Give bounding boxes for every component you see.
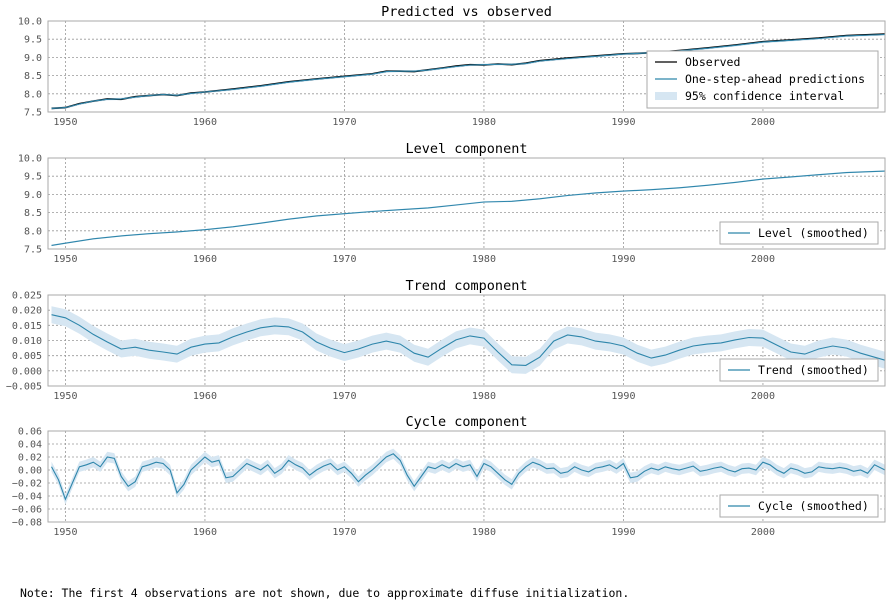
panel-3: −0.005 0.000 0.005 0.010 0.015 0.020 0.025 1950… [6, 278, 886, 402]
y-tick-label: 0.010 [12, 336, 42, 347]
x-tick-label: 1990 [611, 254, 635, 265]
x-tick-label: 1950 [53, 527, 77, 538]
x-tick-label: 1970 [332, 117, 356, 128]
y-tick-label: 7.5 [24, 108, 42, 119]
series-line-1 [51, 453, 886, 501]
y-tick-label: −0.04 [12, 492, 42, 503]
confidence-band [51, 306, 885, 374]
legend-box [719, 494, 879, 518]
y-tick-label: 0.04 [18, 440, 42, 451]
y-tick-label: 8.5 [24, 71, 42, 82]
y-tick-label: 9.0 [24, 190, 42, 201]
legend: Observed One-step-ahead predictions 95% co… [646, 50, 879, 109]
x-tick-label: 2000 [751, 391, 775, 402]
chart-title: Level component [406, 141, 528, 157]
axes-frame [47, 294, 886, 387]
y-tick-label: 0.015 [12, 321, 42, 332]
x-tick-label: 1980 [472, 527, 496, 538]
chart-title: Trend component [406, 278, 528, 294]
panel-4: −0.08 −0.06 −0.04 −0.02 0.00 0.02 0.04 0.06 1950… [12, 414, 886, 538]
y-tick-label: 8.5 [24, 208, 42, 219]
legend: Trend (smoothed) [719, 358, 879, 382]
y-tick-label: 10.0 [18, 154, 42, 165]
x-tick-label: 1960 [193, 527, 217, 538]
y-tick-label: 9.0 [24, 53, 42, 64]
y-tick-label: 0.02 [18, 453, 42, 464]
x-tick-label: 2000 [751, 117, 775, 128]
y-tick-label: −0.02 [12, 479, 42, 490]
legend-entry: Trend (smoothed) [758, 363, 869, 377]
x-tick-label: 1970 [332, 254, 356, 265]
legend: Cycle (smoothed) [719, 494, 879, 518]
x-tick-label: 1990 [611, 117, 635, 128]
x-tick-label: 1950 [53, 254, 77, 265]
legend-box [646, 50, 879, 109]
y-tick-label: 7.5 [24, 245, 42, 256]
y-tick-label: 0.005 [12, 351, 42, 362]
x-tick-label: 1960 [193, 117, 217, 128]
y-tick-label: 0.06 [18, 427, 42, 438]
x-tick-label: 1990 [611, 527, 635, 538]
y-tick-label: 9.5 [24, 172, 42, 183]
x-tick-label: 1970 [332, 527, 356, 538]
series-line-1 [51, 314, 886, 366]
chart-title: Cycle component [406, 414, 528, 430]
axes-frame [47, 157, 886, 250]
y-tick-label: 8.0 [24, 226, 42, 237]
x-tick-label: 1970 [332, 391, 356, 402]
axes-frame [47, 20, 886, 113]
chart-title: Predicted vs observed [381, 4, 552, 20]
x-tick-label: 1960 [193, 254, 217, 265]
y-tick-label: 0.020 [12, 306, 42, 317]
series-line-1 [51, 170, 886, 246]
axes-frame [47, 430, 886, 523]
x-tick-label: 1960 [193, 391, 217, 402]
x-tick-label: 1950 [53, 391, 77, 402]
legend-key-band [655, 92, 677, 100]
footnote: Note: The first 4 observations are not s… [20, 586, 630, 600]
panel-2: 7.5 8.0 8.5 9.0 9.5 10.0 1950 1960 1970 1980 1990 2… [18, 141, 886, 265]
legend-entry: Observed [685, 55, 740, 69]
x-tick-label: 1980 [472, 254, 496, 265]
y-tick-label: 8.0 [24, 89, 42, 100]
legend-entry: 95% confidence interval [685, 89, 844, 103]
x-tick-label: 1990 [611, 391, 635, 402]
y-tick-label: 10.0 [18, 17, 42, 28]
x-tick-label: 2000 [751, 527, 775, 538]
y-tick-label: 0.000 [12, 366, 42, 377]
legend: Level (smoothed) [719, 221, 879, 245]
y-tick-label: 0.00 [18, 466, 42, 477]
x-tick-label: 1950 [53, 117, 77, 128]
legend-box [719, 221, 879, 245]
y-tick-label: −0.005 [6, 382, 42, 393]
legend-box [719, 358, 879, 382]
y-tick-label: −0.06 [12, 505, 42, 516]
y-tick-label: 0.025 [12, 291, 42, 302]
y-tick-label: 9.5 [24, 35, 42, 46]
y-tick-label: −0.08 [12, 518, 42, 529]
x-tick-label: 1980 [472, 391, 496, 402]
legend-entry: One-step-ahead predictions [685, 72, 865, 86]
legend-entry: Level (smoothed) [758, 226, 869, 240]
legend-entry: Cycle (smoothed) [758, 499, 869, 513]
x-tick-label: 1980 [472, 117, 496, 128]
panel-1: 7.5 8.0 8.5 9.0 9.5 10.0 1950 1960 1970 1980 1990 2… [18, 4, 886, 128]
x-tick-label: 2000 [751, 254, 775, 265]
